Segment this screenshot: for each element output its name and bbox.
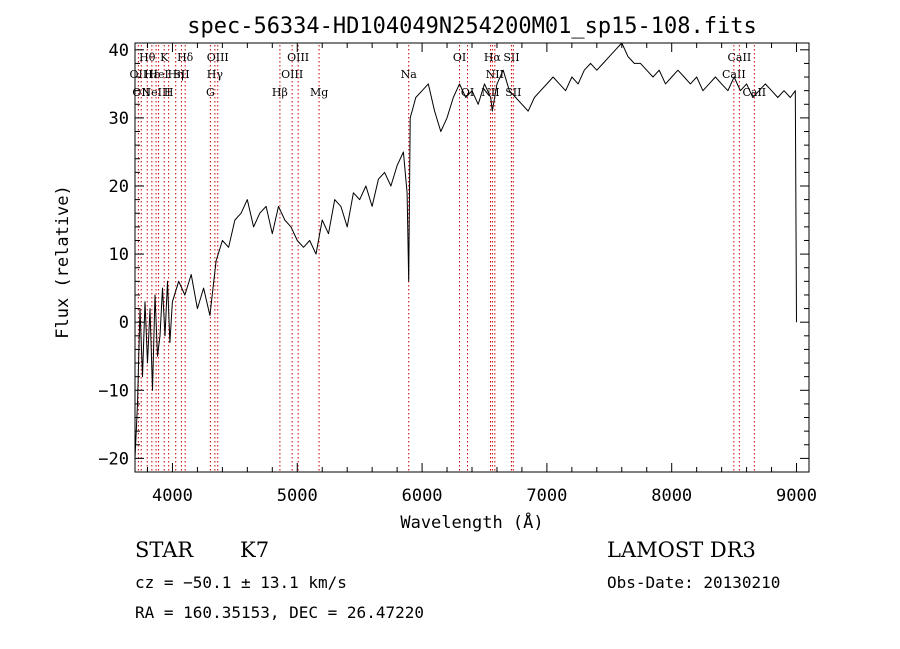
line-markers: OIIOIIHθHεNeIIIHeIKHHηSIIHδGHγOIIIHβOIII… <box>130 45 766 472</box>
line-marker-label-5: HeI <box>148 68 168 81</box>
series-group <box>134 42 797 459</box>
coords-text: RA = 160.35153, DEC = 26.47220 <box>135 603 424 622</box>
y-axis-label: Flux (relative) <box>53 185 73 339</box>
line-marker-label-7: H <box>164 86 174 99</box>
x-tick-label-4: 8000 <box>651 486 692 506</box>
y-tick-label-0: −20 <box>98 449 129 469</box>
object-class: STAR <box>135 538 194 562</box>
chart-title: spec-56334-HD104049N254200M01_sp15-108.f… <box>187 14 757 39</box>
x-tick-label-5: 9000 <box>776 486 817 506</box>
line-marker-label-27: CaII <box>728 51 752 64</box>
line-marker-label-14: Hβ <box>272 86 288 99</box>
plot-frame <box>134 42 810 473</box>
line-marker-label-0: OII <box>130 68 148 81</box>
object-subclass: K7 <box>240 538 270 562</box>
line-marker-label-4: NeIII <box>142 86 171 99</box>
x-tick-label-3: 7000 <box>526 486 567 506</box>
y-tick-label-6: 40 <box>109 41 129 61</box>
line-marker-label-9: SII <box>173 68 189 81</box>
line-marker-label-28: CaII <box>742 86 766 99</box>
line-marker-label-10: Hδ <box>177 51 194 64</box>
line-marker-label-22: Hα <box>484 51 502 64</box>
line-marker-label-15: OIII <box>281 68 303 81</box>
survey-name: LAMOST DR3 <box>607 538 756 562</box>
line-marker-label-25: SII <box>505 86 521 99</box>
line-marker-label-12: Hγ <box>207 68 224 81</box>
x-tick-label-0: 4000 <box>152 486 193 506</box>
line-marker-label-16: OIII <box>287 51 309 64</box>
x-tick-label-1: 5000 <box>277 486 318 506</box>
y-tick-label-2: 0 <box>119 313 129 333</box>
line-marker-label-8: Hη <box>168 68 184 81</box>
y-tick-label-1: −10 <box>98 381 129 401</box>
obs-date-text: Obs-Date: 20130210 <box>607 573 781 592</box>
y-tick-label-3: 10 <box>109 245 129 265</box>
y-tick-label-4: 20 <box>109 177 129 197</box>
line-marker-label-20: OI <box>461 86 474 99</box>
line-marker-label-19: OI <box>453 51 466 64</box>
x-tick-label-2: 6000 <box>402 486 443 506</box>
x-axis-label: Wavelength (Å) <box>400 511 543 533</box>
line-marker-label-6: K <box>160 51 169 64</box>
line-marker-label-13: OIII <box>207 51 229 64</box>
line-marker-label-2: Hθ <box>139 51 156 64</box>
redshift-text: cz = −50.1 ± 13.1 km/s <box>135 573 347 592</box>
y-tick-label-5: 30 <box>109 109 129 129</box>
line-marker-label-26: CaII <box>722 68 746 81</box>
axes-group: 4000 5000 6000 7000 8000 9000 −20 −10 0 10 20 30 40 <box>98 41 817 506</box>
line-marker-label-17: Mg <box>310 86 328 99</box>
line-marker-label-18: Na <box>401 68 418 81</box>
line-marker-label-11: G <box>206 86 215 99</box>
line-marker-label-1: OII <box>132 86 150 99</box>
series-line-0 <box>134 42 797 459</box>
line-marker-label-24: SII <box>503 51 519 64</box>
